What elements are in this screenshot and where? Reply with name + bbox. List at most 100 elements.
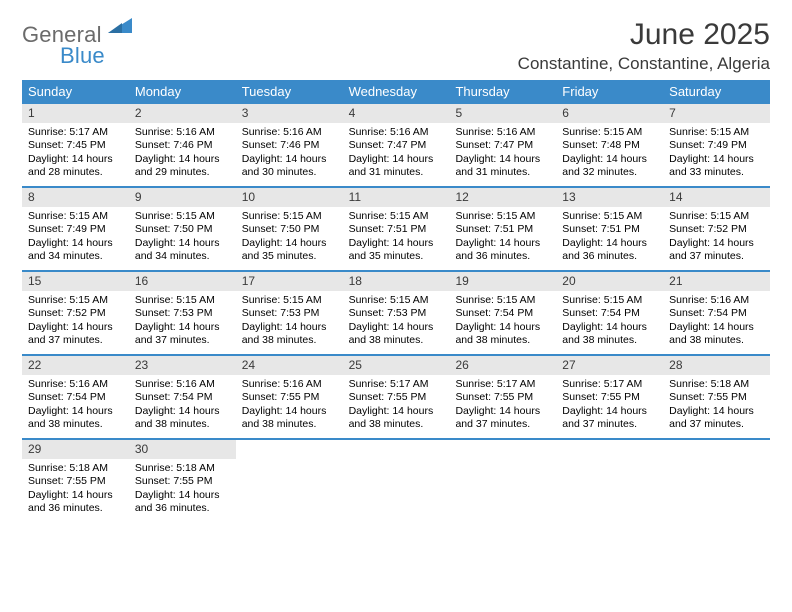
sunrise-text: Sunrise: 5:15 AM: [28, 294, 123, 307]
daylight-text: and 28 minutes.: [28, 166, 123, 179]
day-number: 22: [22, 356, 129, 375]
calendar-day: 30Sunrise: 5:18 AMSunset: 7:55 PMDayligh…: [129, 440, 236, 522]
day-number: 11: [343, 188, 450, 207]
day-number: 9: [129, 188, 236, 207]
daylight-text: Daylight: 14 hours: [28, 237, 123, 250]
daylight-text: Daylight: 14 hours: [669, 237, 764, 250]
sunrise-text: Sunrise: 5:15 AM: [349, 294, 444, 307]
sunrise-text: Sunrise: 5:16 AM: [135, 126, 230, 139]
sunrise-text: Sunrise: 5:16 AM: [455, 126, 550, 139]
sunrise-text: Sunrise: 5:15 AM: [135, 210, 230, 223]
sunrise-text: Sunrise: 5:16 AM: [242, 378, 337, 391]
day-details: Sunrise: 5:15 AMSunset: 7:50 PMDaylight:…: [129, 207, 236, 268]
daylight-text: and 38 minutes.: [669, 334, 764, 347]
daylight-text: and 37 minutes.: [669, 250, 764, 263]
daylight-text: Daylight: 14 hours: [349, 153, 444, 166]
calendar-day: 13Sunrise: 5:15 AMSunset: 7:51 PMDayligh…: [556, 188, 663, 270]
calendar-header-row: SundayMondayTuesdayWednesdayThursdayFrid…: [22, 80, 770, 104]
sunrise-text: Sunrise: 5:17 AM: [562, 378, 657, 391]
calendar-day: 7Sunrise: 5:15 AMSunset: 7:49 PMDaylight…: [663, 104, 770, 186]
sunrise-text: Sunrise: 5:15 AM: [669, 210, 764, 223]
day-number: 4: [343, 104, 450, 123]
calendar-day: 18Sunrise: 5:15 AMSunset: 7:53 PMDayligh…: [343, 272, 450, 354]
sunset-text: Sunset: 7:53 PM: [242, 307, 337, 320]
sunrise-text: Sunrise: 5:15 AM: [455, 210, 550, 223]
sunrise-text: Sunrise: 5:18 AM: [669, 378, 764, 391]
day-details: Sunrise: 5:17 AMSunset: 7:45 PMDaylight:…: [22, 123, 129, 184]
calendar-day: 3Sunrise: 5:16 AMSunset: 7:46 PMDaylight…: [236, 104, 343, 186]
calendar-week: 15Sunrise: 5:15 AMSunset: 7:52 PMDayligh…: [22, 270, 770, 354]
day-details: Sunrise: 5:15 AMSunset: 7:51 PMDaylight:…: [556, 207, 663, 268]
day-number: 7: [663, 104, 770, 123]
day-details: Sunrise: 5:18 AMSunset: 7:55 PMDaylight:…: [663, 375, 770, 436]
daylight-text: and 29 minutes.: [135, 166, 230, 179]
day-details: Sunrise: 5:16 AMSunset: 7:47 PMDaylight:…: [449, 123, 556, 184]
sunrise-text: Sunrise: 5:17 AM: [349, 378, 444, 391]
daylight-text: and 37 minutes.: [28, 334, 123, 347]
daylight-text: Daylight: 14 hours: [242, 321, 337, 334]
sunset-text: Sunset: 7:53 PM: [135, 307, 230, 320]
day-number: 3: [236, 104, 343, 123]
calendar-day: 10Sunrise: 5:15 AMSunset: 7:50 PMDayligh…: [236, 188, 343, 270]
daylight-text: and 38 minutes.: [562, 334, 657, 347]
day-header: Sunday: [22, 80, 129, 104]
sunrise-text: Sunrise: 5:15 AM: [562, 126, 657, 139]
calendar-day-empty: [343, 440, 450, 522]
day-number: 16: [129, 272, 236, 291]
sunset-text: Sunset: 7:55 PM: [562, 391, 657, 404]
day-number: 20: [556, 272, 663, 291]
day-details: Sunrise: 5:15 AMSunset: 7:49 PMDaylight:…: [22, 207, 129, 268]
sunrise-text: Sunrise: 5:15 AM: [455, 294, 550, 307]
daylight-text: Daylight: 14 hours: [349, 237, 444, 250]
calendar-day-empty: [449, 440, 556, 522]
day-number: 30: [129, 440, 236, 459]
sunset-text: Sunset: 7:54 PM: [562, 307, 657, 320]
calendar-day: 29Sunrise: 5:18 AMSunset: 7:55 PMDayligh…: [22, 440, 129, 522]
sunset-text: Sunset: 7:52 PM: [28, 307, 123, 320]
daylight-text: and 31 minutes.: [349, 166, 444, 179]
sunrise-text: Sunrise: 5:16 AM: [242, 126, 337, 139]
day-number: 24: [236, 356, 343, 375]
daylight-text: Daylight: 14 hours: [135, 237, 230, 250]
day-details: Sunrise: 5:16 AMSunset: 7:54 PMDaylight:…: [129, 375, 236, 436]
calendar-week: 8Sunrise: 5:15 AMSunset: 7:49 PMDaylight…: [22, 186, 770, 270]
day-number: 21: [663, 272, 770, 291]
calendar-day: 9Sunrise: 5:15 AMSunset: 7:50 PMDaylight…: [129, 188, 236, 270]
calendar-day: 19Sunrise: 5:15 AMSunset: 7:54 PMDayligh…: [449, 272, 556, 354]
calendar-day: 1Sunrise: 5:17 AMSunset: 7:45 PMDaylight…: [22, 104, 129, 186]
calendar-day: 4Sunrise: 5:16 AMSunset: 7:47 PMDaylight…: [343, 104, 450, 186]
sunrise-text: Sunrise: 5:16 AM: [669, 294, 764, 307]
calendar-day: 25Sunrise: 5:17 AMSunset: 7:55 PMDayligh…: [343, 356, 450, 438]
day-number: 5: [449, 104, 556, 123]
day-number: 28: [663, 356, 770, 375]
sunset-text: Sunset: 7:53 PM: [349, 307, 444, 320]
calendar-day: 17Sunrise: 5:15 AMSunset: 7:53 PMDayligh…: [236, 272, 343, 354]
daylight-text: and 36 minutes.: [135, 502, 230, 515]
daylight-text: and 35 minutes.: [242, 250, 337, 263]
sunrise-text: Sunrise: 5:15 AM: [562, 294, 657, 307]
day-number: 27: [556, 356, 663, 375]
daylight-text: Daylight: 14 hours: [455, 321, 550, 334]
sunset-text: Sunset: 7:51 PM: [349, 223, 444, 236]
daylight-text: and 37 minutes.: [562, 418, 657, 431]
sunset-text: Sunset: 7:55 PM: [455, 391, 550, 404]
day-details: Sunrise: 5:15 AMSunset: 7:51 PMDaylight:…: [343, 207, 450, 268]
daylight-text: Daylight: 14 hours: [669, 321, 764, 334]
day-details: Sunrise: 5:16 AMSunset: 7:55 PMDaylight:…: [236, 375, 343, 436]
daylight-text: Daylight: 14 hours: [28, 321, 123, 334]
daylight-text: and 34 minutes.: [135, 250, 230, 263]
daylight-text: Daylight: 14 hours: [455, 153, 550, 166]
daylight-text: Daylight: 14 hours: [562, 153, 657, 166]
day-details: Sunrise: 5:15 AMSunset: 7:52 PMDaylight:…: [22, 291, 129, 352]
sunset-text: Sunset: 7:55 PM: [135, 475, 230, 488]
day-details: Sunrise: 5:16 AMSunset: 7:54 PMDaylight:…: [663, 291, 770, 352]
day-details: Sunrise: 5:17 AMSunset: 7:55 PMDaylight:…: [556, 375, 663, 436]
day-number: 12: [449, 188, 556, 207]
calendar-day: 24Sunrise: 5:16 AMSunset: 7:55 PMDayligh…: [236, 356, 343, 438]
daylight-text: and 38 minutes.: [135, 418, 230, 431]
daylight-text: and 35 minutes.: [349, 250, 444, 263]
day-header: Thursday: [449, 80, 556, 104]
calendar-day: 2Sunrise: 5:16 AMSunset: 7:46 PMDaylight…: [129, 104, 236, 186]
calendar-day-empty: [236, 440, 343, 522]
daylight-text: Daylight: 14 hours: [455, 405, 550, 418]
